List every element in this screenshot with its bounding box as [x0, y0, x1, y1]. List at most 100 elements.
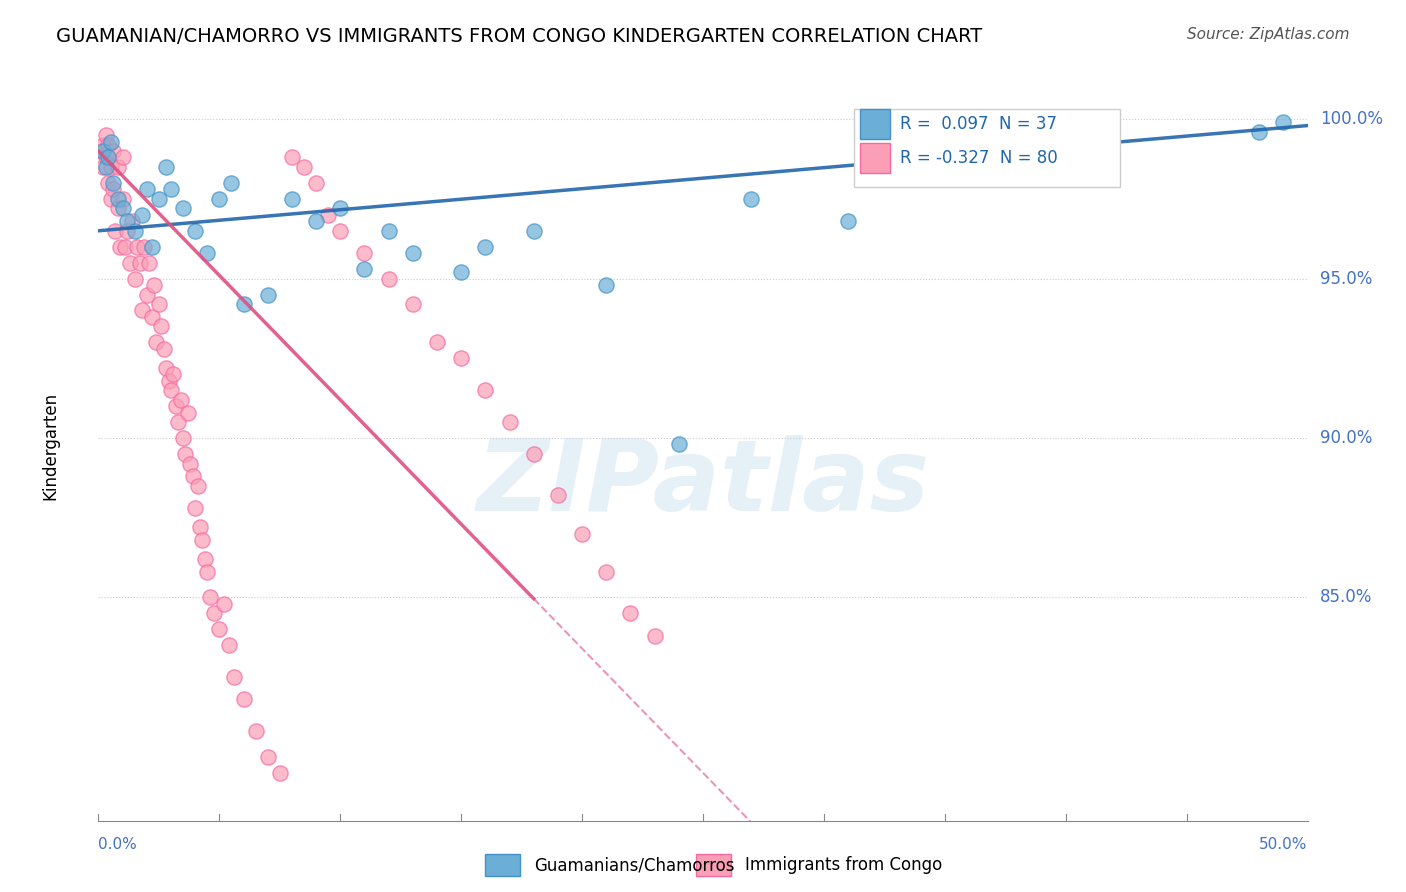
Point — [160, 383, 183, 397]
Point — [222, 670, 245, 684]
Point — [114, 240, 136, 254]
Text: Immigrants from Congo: Immigrants from Congo — [745, 856, 942, 874]
Point — [141, 310, 163, 324]
Point — [292, 160, 315, 174]
Text: GUAMANIAN/CHAMORRO VS IMMIGRANTS FROM CONGO KINDERGARTEN CORRELATION CHART: GUAMANIAN/CHAMORRO VS IMMIGRANTS FROM CO… — [56, 27, 983, 45]
Point — [402, 246, 425, 260]
Point — [135, 182, 157, 196]
Text: 85.0%: 85.0% — [1320, 589, 1372, 607]
Point — [100, 135, 122, 149]
Point — [108, 240, 131, 254]
Point — [177, 405, 200, 419]
Point — [157, 374, 180, 388]
Point — [162, 368, 184, 382]
Point — [188, 520, 211, 534]
Point — [450, 265, 472, 279]
Point — [305, 214, 328, 228]
Point — [523, 224, 546, 238]
Point — [281, 151, 304, 165]
Point — [117, 224, 139, 238]
Point — [91, 144, 114, 158]
Point — [191, 533, 214, 547]
Point — [353, 246, 375, 260]
Point — [426, 335, 449, 350]
Point — [150, 319, 173, 334]
Point — [329, 202, 352, 216]
Point — [117, 214, 139, 228]
Point — [740, 192, 762, 206]
Point — [124, 271, 146, 285]
Point — [498, 415, 520, 429]
Point — [212, 597, 235, 611]
Point — [94, 160, 117, 174]
Point — [523, 447, 546, 461]
Point — [377, 271, 399, 285]
Point — [644, 629, 666, 643]
Point — [97, 137, 120, 152]
Point — [90, 144, 112, 158]
Text: 90.0%: 90.0% — [1320, 429, 1372, 447]
Point — [135, 287, 157, 301]
Point — [619, 607, 641, 621]
Point — [668, 437, 690, 451]
Point — [204, 607, 226, 621]
Point — [595, 565, 617, 579]
Point — [1249, 125, 1271, 139]
Text: Source: ZipAtlas.com: Source: ZipAtlas.com — [1187, 27, 1350, 42]
Point — [127, 240, 149, 254]
Point — [145, 335, 167, 350]
Point — [143, 277, 166, 292]
Point — [111, 202, 134, 216]
Point — [97, 176, 120, 190]
Point — [232, 297, 254, 311]
Point — [124, 224, 146, 238]
Point — [167, 415, 190, 429]
Point — [165, 399, 187, 413]
Point — [595, 277, 617, 292]
Point — [169, 392, 191, 407]
Point — [195, 246, 218, 260]
Point — [91, 137, 114, 152]
Point — [155, 360, 177, 375]
Point — [107, 160, 129, 174]
Point — [148, 192, 170, 206]
Point — [101, 176, 124, 190]
Point — [245, 724, 267, 739]
Point — [353, 262, 375, 277]
Point — [101, 144, 124, 158]
Point — [474, 383, 496, 397]
Point — [837, 214, 859, 228]
Point — [1272, 115, 1295, 129]
Bar — [860, 143, 890, 172]
Text: R = -0.327  N = 80: R = -0.327 N = 80 — [900, 149, 1057, 167]
Point — [152, 342, 174, 356]
Point — [107, 202, 129, 216]
Point — [174, 447, 197, 461]
Point — [104, 224, 127, 238]
Point — [256, 750, 278, 764]
Text: 0.0%: 0.0% — [98, 837, 138, 852]
Point — [97, 151, 120, 165]
Point — [187, 479, 209, 493]
Point — [155, 160, 177, 174]
Text: Kindergarten: Kindergarten — [41, 392, 59, 500]
Point — [218, 638, 240, 652]
Point — [134, 240, 156, 254]
Point — [131, 303, 153, 318]
Text: ZIPatlas: ZIPatlas — [477, 435, 929, 532]
Point — [198, 591, 221, 605]
Text: 50.0%: 50.0% — [1260, 837, 1308, 852]
Point — [281, 192, 304, 206]
Point — [184, 501, 207, 516]
Point — [571, 526, 593, 541]
Point — [179, 457, 201, 471]
Point — [101, 182, 124, 196]
Text: 95.0%: 95.0% — [1320, 269, 1372, 287]
Point — [160, 182, 183, 196]
Point — [111, 192, 134, 206]
Point — [94, 151, 117, 165]
Text: 100.0%: 100.0% — [1320, 111, 1382, 128]
Point — [131, 208, 153, 222]
Point — [377, 224, 399, 238]
Point — [329, 224, 352, 238]
